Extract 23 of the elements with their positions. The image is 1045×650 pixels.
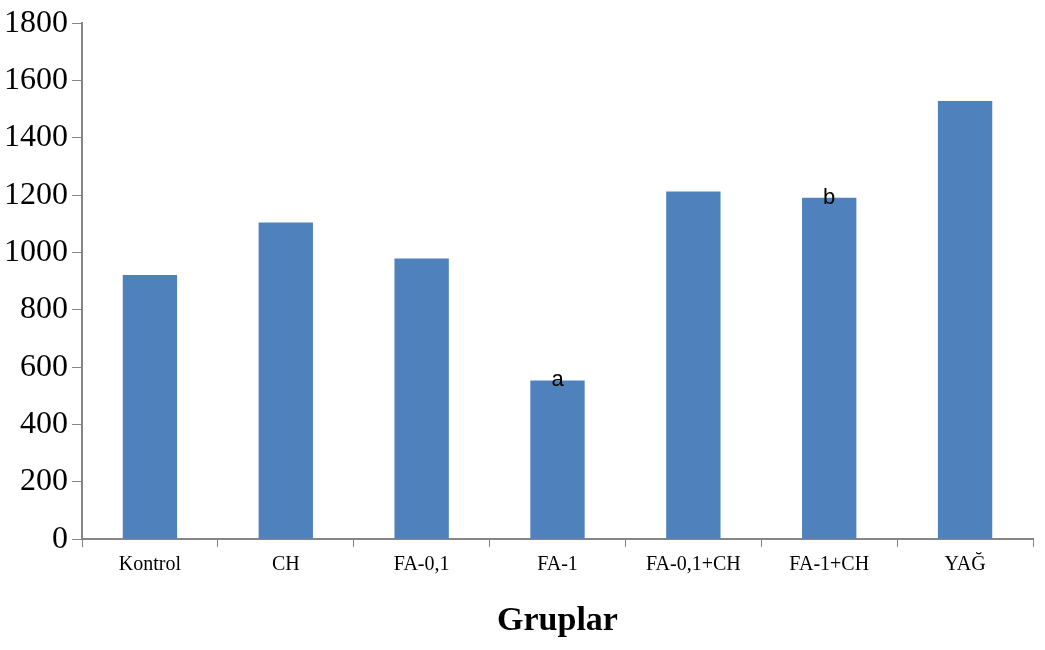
y-tick-label: 1000 (4, 231, 68, 268)
x-axis-title: Gruplar (497, 600, 618, 638)
bar (122, 274, 178, 539)
y-tick-label: 1800 (4, 2, 68, 39)
y-tick-label: 1200 (4, 174, 68, 211)
x-tick-label: YAĞ (944, 552, 986, 575)
bar (394, 258, 449, 539)
x-tick-label: CH (271, 552, 300, 575)
bar (258, 222, 313, 539)
y-tick-label: 0 (52, 518, 68, 555)
x-tick-label: Kontrol (118, 552, 182, 575)
x-tick-label: FA-0,1 (393, 552, 450, 575)
y-tick-label: 1400 (4, 117, 68, 154)
x-tick-label: FA-0,1+CH (645, 552, 741, 575)
bar (937, 100, 993, 539)
y-tick-label: 200 (20, 461, 68, 498)
bar (666, 191, 721, 539)
y-tick-label: 800 (20, 289, 68, 326)
y-tick-label: 400 (20, 403, 68, 440)
y-tick-label: 1600 (4, 59, 68, 96)
x-tick-label: FA-1 (537, 552, 578, 575)
x-tick-label: FA-1+CH (789, 552, 870, 575)
y-tick-label: 600 (20, 346, 68, 383)
